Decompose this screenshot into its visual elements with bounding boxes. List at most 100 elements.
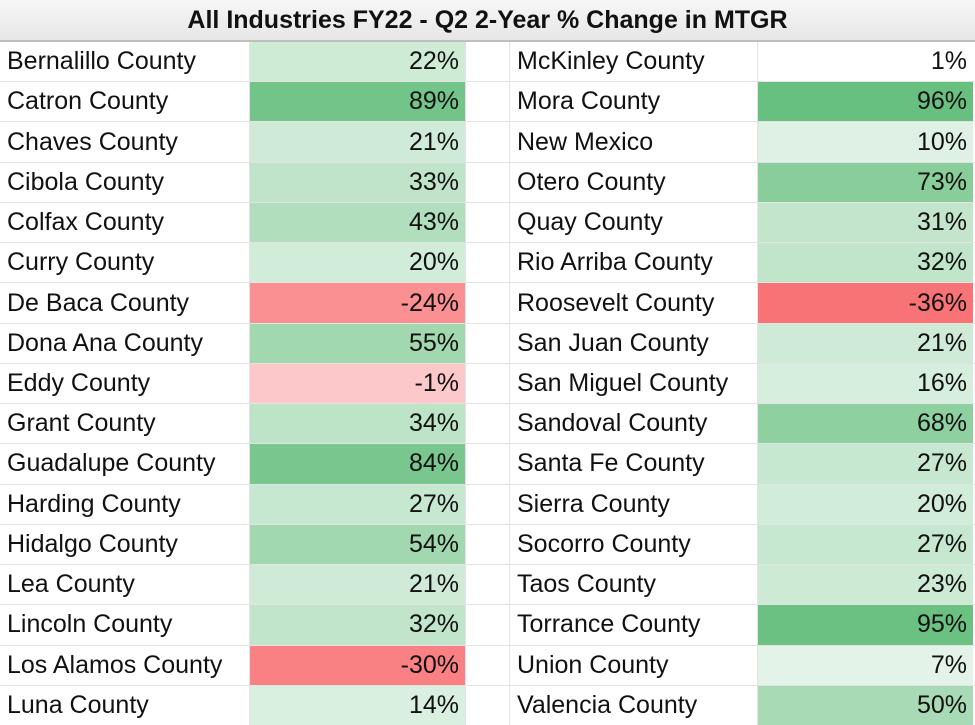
column-gap bbox=[466, 363, 510, 404]
table-title: All Industries FY22 - Q2 2-Year % Change… bbox=[0, 0, 975, 42]
county-name: Guadalupe County bbox=[0, 444, 250, 484]
table-row: Quay County 31% bbox=[510, 202, 975, 244]
county-name: Luna County bbox=[0, 685, 250, 725]
table-row: Dona Ana County 55% bbox=[0, 323, 510, 364]
county-name: Dona Ana County bbox=[0, 323, 250, 363]
table-row: Sandoval County 68% bbox=[510, 404, 975, 445]
table-row: Rio Arriba County 32% bbox=[510, 243, 975, 284]
county-name: Socorro County bbox=[510, 524, 758, 565]
county-name: Catron County bbox=[0, 82, 250, 122]
table-row: Lincoln County 32% bbox=[0, 605, 510, 646]
change-value: 33% bbox=[250, 162, 466, 202]
change-value: 84% bbox=[250, 444, 466, 484]
change-value: 32% bbox=[250, 605, 466, 645]
table-row: Taos County 23% bbox=[510, 565, 975, 606]
table-row: Union County 7% bbox=[510, 645, 975, 686]
table-row: Roosevelt County -36% bbox=[510, 283, 975, 324]
change-value: 95% bbox=[758, 605, 973, 645]
change-value: 7% bbox=[758, 645, 973, 685]
change-value: 32% bbox=[758, 243, 973, 283]
county-name: De Baca County bbox=[0, 283, 250, 323]
table-row: Los Alamos County -30% bbox=[0, 645, 510, 686]
column-gap bbox=[466, 484, 510, 524]
county-name: New Mexico bbox=[510, 122, 758, 162]
county-name: McKinley County bbox=[510, 42, 758, 82]
county-name: Valencia County bbox=[510, 685, 758, 725]
change-value: -24% bbox=[250, 283, 466, 323]
change-value: 73% bbox=[758, 162, 973, 202]
county-name: San Juan County bbox=[510, 323, 758, 363]
table-row: Chaves County 21% bbox=[0, 122, 510, 163]
left-column: Bernalillo County 22% Catron County 89% Chav… bbox=[0, 42, 510, 725]
table-row: Eddy County -1% bbox=[0, 363, 510, 405]
table-row: De Baca County -24% bbox=[0, 283, 510, 324]
change-value: 27% bbox=[758, 524, 973, 565]
change-value: 43% bbox=[250, 202, 466, 243]
change-value: -36% bbox=[758, 283, 973, 323]
change-value: 31% bbox=[758, 202, 973, 243]
county-name: Grant County bbox=[0, 404, 250, 444]
county-name: Sierra County bbox=[510, 484, 758, 524]
change-value: 89% bbox=[250, 82, 466, 122]
table-row: Torrance County 95% bbox=[510, 605, 975, 646]
change-value: 34% bbox=[250, 404, 466, 444]
table-row: Mora County 96% bbox=[510, 82, 975, 123]
table-row: Cibola County 33% bbox=[0, 162, 510, 203]
county-name: Lincoln County bbox=[0, 605, 250, 645]
column-gap bbox=[466, 404, 510, 444]
column-gap bbox=[466, 42, 510, 82]
county-name: Quay County bbox=[510, 202, 758, 243]
column-gap bbox=[466, 243, 510, 283]
county-name: Rio Arriba County bbox=[510, 243, 758, 283]
change-value: 50% bbox=[758, 685, 973, 725]
county-name: Bernalillo County bbox=[0, 42, 250, 82]
table-row: Lea County 21% bbox=[0, 565, 510, 606]
change-value: 21% bbox=[250, 122, 466, 162]
county-name: Mora County bbox=[510, 82, 758, 122]
column-gap bbox=[466, 444, 510, 484]
change-value: 20% bbox=[250, 243, 466, 283]
table-row: Socorro County 27% bbox=[510, 524, 975, 566]
table-row: Santa Fe County 27% bbox=[510, 444, 975, 485]
right-column: McKinley County 1% Mora County 96% New Mexic… bbox=[510, 42, 975, 725]
change-value: 96% bbox=[758, 82, 973, 122]
change-value: 22% bbox=[250, 42, 466, 82]
column-gap bbox=[466, 323, 510, 363]
table-row: Catron County 89% bbox=[0, 82, 510, 123]
table-row: Colfax County 43% bbox=[0, 202, 510, 244]
table-row: San Juan County 21% bbox=[510, 323, 975, 364]
county-name: Eddy County bbox=[0, 363, 250, 404]
table-row: Hidalgo County 54% bbox=[0, 524, 510, 566]
column-gap bbox=[466, 82, 510, 122]
county-name: Lea County bbox=[0, 565, 250, 605]
change-value: 27% bbox=[250, 484, 466, 524]
column-gap bbox=[466, 202, 510, 243]
column-gap bbox=[466, 565, 510, 605]
change-value: 16% bbox=[758, 363, 973, 404]
table-row: Otero County 73% bbox=[510, 162, 975, 203]
column-gap bbox=[466, 162, 510, 202]
county-name: Chaves County bbox=[0, 122, 250, 162]
county-name: San Miguel County bbox=[510, 363, 758, 404]
column-gap bbox=[466, 122, 510, 162]
table-row: Grant County 34% bbox=[0, 404, 510, 445]
county-name: Los Alamos County bbox=[0, 645, 250, 685]
county-name: Colfax County bbox=[0, 202, 250, 243]
county-name: Harding County bbox=[0, 484, 250, 524]
county-name: Curry County bbox=[0, 243, 250, 283]
change-value: 27% bbox=[758, 444, 973, 484]
change-value: 55% bbox=[250, 323, 466, 363]
table-grid: Bernalillo County 22% Catron County 89% Chav… bbox=[0, 42, 975, 725]
county-name: Roosevelt County bbox=[510, 283, 758, 323]
county-name: Otero County bbox=[510, 162, 758, 202]
change-value: 21% bbox=[250, 565, 466, 605]
change-value: 54% bbox=[250, 524, 466, 565]
change-value: -1% bbox=[250, 363, 466, 404]
change-value: 23% bbox=[758, 565, 973, 605]
column-gap bbox=[466, 685, 510, 725]
county-name: Taos County bbox=[510, 565, 758, 605]
table-row: San Miguel County 16% bbox=[510, 363, 975, 405]
column-gap bbox=[466, 283, 510, 323]
change-value: 14% bbox=[250, 685, 466, 725]
